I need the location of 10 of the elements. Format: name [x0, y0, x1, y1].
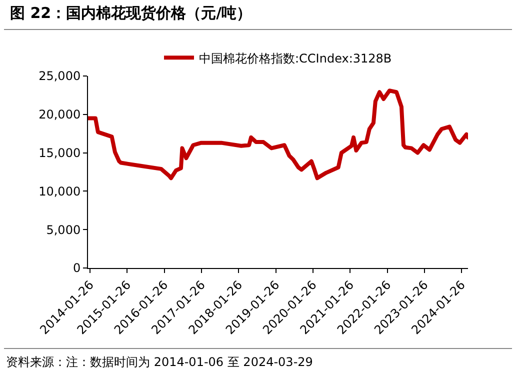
y-tick-label: 10,000	[38, 184, 81, 198]
line-series	[88, 88, 468, 180]
text: 资料来源：注：数据时间为 2014-01-06 至 2024-03-29	[4, 348, 512, 376]
y-tick-label: 0	[72, 261, 81, 276]
y-tick-label: 5,000	[46, 222, 81, 237]
y-tick-label: 25,000	[38, 69, 81, 84]
chart-title: 图 22：国内棉花现货价格（元/吨）	[4, 0, 512, 30]
y-tick-label: 15,000	[38, 146, 81, 160]
y-tick-label: 20,000	[38, 108, 81, 122]
legend-label: 中国棉花价格指数:CCIndex:3128B	[199, 51, 392, 66]
